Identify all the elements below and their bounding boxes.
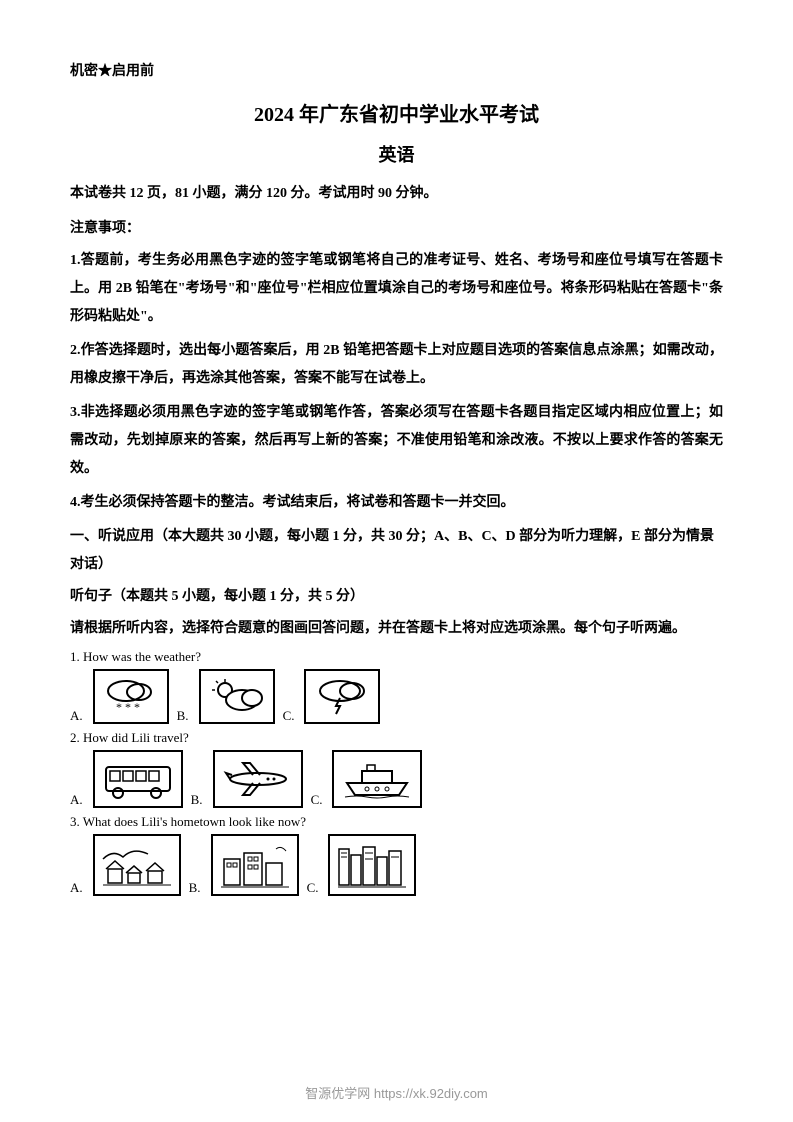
notice-item-1: 1.答题前，考生务必用黑色字迹的签字笔或钢笔将自己的准考证号、姓名、考场号和座位… (70, 247, 723, 331)
exam-title: 2024 年广东省初中学业水平考试 (70, 98, 723, 127)
ship-icon (332, 750, 422, 808)
question-num: 2. (70, 730, 80, 745)
footer-watermark: 智源优学网 https://xk.92diy.com (0, 1083, 793, 1102)
section-main-title: 一、听说应用（本大题共 30 小题，每小题 1 分，共 30 分；A、B、C、D… (70, 523, 723, 579)
question-2-options: A. B. C. (70, 750, 723, 808)
question-3-options: A. B. C. (70, 834, 723, 896)
storm-cloud-icon (304, 669, 380, 724)
notice-title: 注意事项： (70, 217, 723, 237)
option-label-b: B. (189, 880, 201, 896)
airplane-icon (213, 750, 303, 808)
confidential-label: 机密★启用前 (70, 60, 723, 80)
option-label-a: A. (70, 708, 83, 724)
village-icon (93, 834, 181, 896)
section-instruction: 请根据所听内容，选择符合题意的图画回答问题，并在答题卡上将对应选项涂黑。每个句子… (70, 615, 723, 643)
section-sub-title: 听句子（本题共 5 小题，每小题 1 分，共 5 分） (70, 583, 723, 611)
question-3: 3. What does Lili's hometown look like n… (70, 814, 723, 830)
sun-cloud-icon (199, 669, 275, 724)
notice-item-3: 3.非选择题必须用黑色字迹的签字笔或钢笔作答，答案必须写在答题卡各题目指定区域内… (70, 399, 723, 483)
bus-icon (93, 750, 183, 808)
question-num: 1. (70, 649, 80, 664)
question-1: 1. How was the weather? (70, 649, 723, 665)
question-1-options: A. * * * B. C. (70, 669, 723, 724)
question-text: What does Lili's hometown look like now? (83, 814, 306, 829)
question-text: How was the weather? (83, 649, 201, 664)
question-text: How did Lili travel? (83, 730, 189, 745)
exam-info: 本试卷共 12 页，81 小题，满分 120 分。考试用时 90 分钟。 (70, 183, 723, 205)
option-label-a: A. (70, 792, 83, 808)
city-icon (328, 834, 416, 896)
svg-text:* * *: * * * (116, 700, 140, 714)
option-label-c: C. (311, 792, 323, 808)
option-label-c: C. (307, 880, 319, 896)
notice-item-2: 2.作答选择题时，选出每小题答案后，用 2B 铅笔把答题卡上对应题目选项的答案信… (70, 337, 723, 393)
question-2: 2. How did Lili travel? (70, 730, 723, 746)
notice-item-4: 4.考生必须保持答题卡的整洁。考试结束后，将试卷和答题卡一并交回。 (70, 489, 723, 517)
option-label-b: B. (177, 708, 189, 724)
town-icon (211, 834, 299, 896)
subject-title: 英语 (70, 141, 723, 167)
option-label-a: A. (70, 880, 83, 896)
snow-cloud-icon: * * * (93, 669, 169, 724)
option-label-c: C. (283, 708, 295, 724)
option-label-b: B. (191, 792, 203, 808)
question-num: 3. (70, 814, 80, 829)
